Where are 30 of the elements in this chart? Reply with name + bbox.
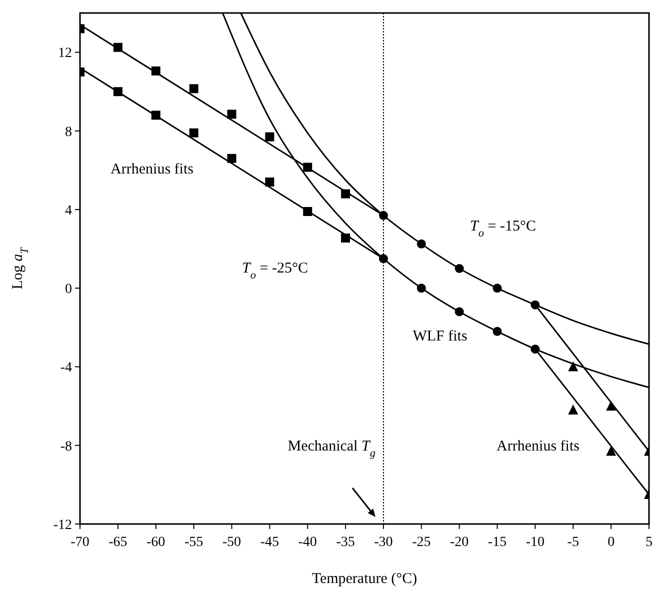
y-tick-label: -8 (60, 439, 72, 454)
x-tick-label: -70 (70, 535, 90, 550)
y-tick-label: -4 (60, 360, 72, 376)
y-tick-label: 0 (65, 282, 72, 298)
x-tick-label: -50 (222, 535, 242, 550)
y-tick-label: -12 (53, 518, 72, 533)
y-tick-label: 8 (65, 124, 72, 140)
x-tick-label: -35 (336, 535, 355, 550)
x-tick-label: 5 (646, 535, 652, 550)
x-tick-label: -25 (412, 535, 431, 550)
x-tick-label: -15 (488, 535, 507, 550)
annotation: WLF fits (412, 328, 468, 344)
x-tick-label: -40 (298, 535, 317, 550)
x-tick-label: -45 (260, 535, 280, 550)
annotation: Arrhenius fits (110, 161, 194, 178)
x-axis-title: Temperature (°C) (312, 571, 418, 587)
y-tick-label: 4 (65, 203, 72, 218)
x-tick-label: -65 (108, 535, 128, 550)
x-tick-label: -30 (374, 535, 393, 550)
annotation: T$_{o}$ = -15°C (470, 218, 536, 240)
x-tick-label: -20 (450, 535, 469, 550)
x-tick-label: -5 (567, 535, 579, 550)
y-tick-label: 12 (58, 46, 72, 62)
annotation: Arrhenius fits (496, 438, 580, 454)
x-tick-label: -55 (184, 535, 204, 550)
ref-line-label: Mechanical T$_{g}$ (288, 438, 376, 460)
x-tick-label: -60 (146, 535, 166, 550)
annotation: T$_{o}$ = -25°C (242, 260, 308, 282)
x-tick-label: -10 (526, 535, 545, 550)
x-tick-label: 0 (608, 535, 615, 550)
